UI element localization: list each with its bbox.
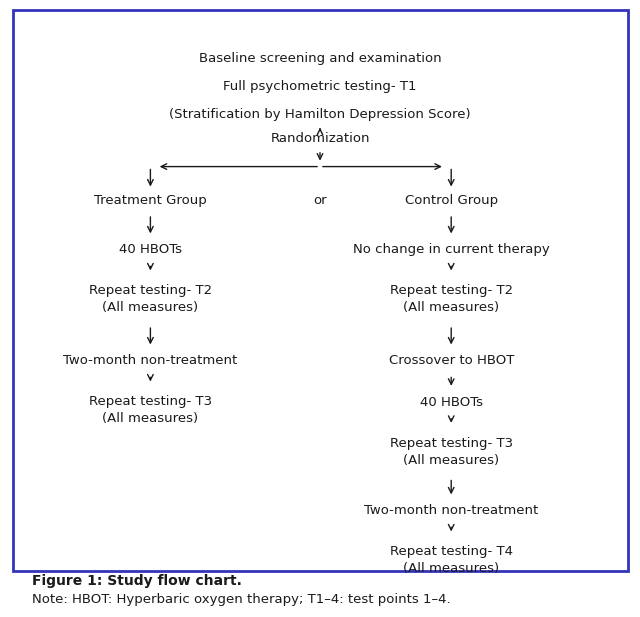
Text: Note: HBOT: Hyperbaric oxygen therapy; T1–4: test points 1–4.: Note: HBOT: Hyperbaric oxygen therapy; T… [32,593,451,607]
Text: (Stratification by Hamilton Depression Score): (Stratification by Hamilton Depression S… [169,107,471,121]
Text: Two-month non-treatment: Two-month non-treatment [63,354,237,368]
Text: Figure 1: Study flow chart.: Figure 1: Study flow chart. [32,574,242,588]
Text: 40 HBOTs: 40 HBOTs [420,395,483,409]
Text: Repeat testing- T3
(All measures): Repeat testing- T3 (All measures) [390,437,513,466]
Text: Repeat testing- T3
(All measures): Repeat testing- T3 (All measures) [89,395,212,425]
Text: Treatment Group: Treatment Group [94,194,207,207]
Text: Baseline screening and examination: Baseline screening and examination [198,52,442,65]
Text: Repeat testing- T2
(All measures): Repeat testing- T2 (All measures) [390,284,513,314]
Text: Randomization: Randomization [270,132,370,146]
Text: Repeat testing- T4
(All measures): Repeat testing- T4 (All measures) [390,545,513,575]
Text: Two-month non-treatment: Two-month non-treatment [364,504,538,518]
Text: Full psychometric testing- T1: Full psychometric testing- T1 [223,80,417,93]
Text: 40 HBOTs: 40 HBOTs [119,243,182,257]
Text: Control Group: Control Group [404,194,498,207]
Text: Repeat testing- T2
(All measures): Repeat testing- T2 (All measures) [89,284,212,314]
Text: No change in current therapy: No change in current therapy [353,243,550,257]
Text: or: or [313,194,327,207]
Text: Crossover to HBOT: Crossover to HBOT [388,354,514,368]
